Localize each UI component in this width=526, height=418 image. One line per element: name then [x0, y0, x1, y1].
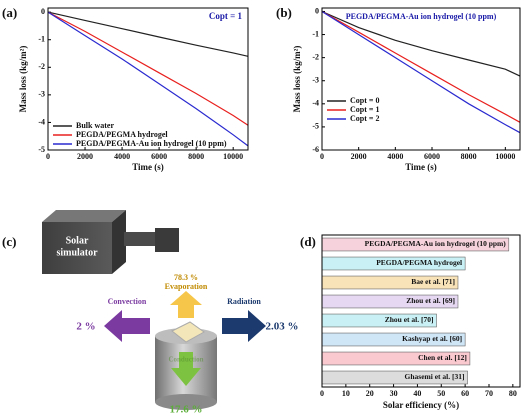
x-tick-label: 0	[320, 152, 324, 161]
x-tick-label: 2000	[77, 152, 93, 161]
y-axis-title: Mass loss (kg/m²)	[18, 46, 28, 113]
radiation-value: 2.03 %	[266, 321, 299, 333]
convection-arrow	[104, 310, 150, 342]
y-tick-label: -2	[312, 52, 319, 61]
conduction-arrow	[171, 352, 201, 386]
evaporation-arrow	[170, 291, 202, 318]
radiation-label: Radiation	[227, 297, 261, 306]
y-tick-label: -1	[38, 35, 45, 44]
bar-label: Ghasemi et al. [31]	[405, 372, 465, 381]
conduction-label: Conduction	[168, 356, 203, 364]
legend-label: Copt = 1	[350, 105, 379, 114]
x-tick-label: 10000	[223, 152, 243, 161]
y-tick-label: -4	[38, 117, 45, 126]
legend-label: PEGDA/PEGMA-Au ion hydrogel (10 ppm)	[76, 139, 227, 148]
x-tick-label: 10000	[495, 152, 515, 161]
convection-label: Convection	[108, 297, 147, 306]
panel-label: (c)	[2, 234, 16, 249]
source-label: simulator	[56, 247, 98, 258]
y-tick-label: -3	[312, 76, 319, 85]
series-line	[321, 10, 521, 134]
bar-label: PEGDA/PEGMA hydrogel	[376, 258, 462, 267]
source-label: Solar	[66, 235, 89, 246]
panel-label: (b)	[276, 5, 292, 20]
bar-label: Zhou et al. [69]	[406, 296, 455, 305]
x-axis-title: Time (s)	[132, 162, 164, 172]
y-tick-label: -4	[312, 99, 319, 108]
connector	[124, 232, 158, 246]
x-tick-label: 80	[509, 389, 517, 398]
chart-title: PEGDA/PEGMA-Au ion hydrogel (10 ppm)	[346, 12, 497, 21]
y-tick-label: -2	[38, 62, 45, 71]
bar-label: Bae et al. [71]	[411, 277, 455, 286]
cylinder-base	[155, 394, 217, 410]
x-tick-label: 60	[461, 389, 469, 398]
diagram: (c) Solar simulator 78.3 % Evaporation C…	[2, 210, 299, 416]
plot-frame	[47, 7, 249, 151]
bar-label: Chen et al. [12]	[418, 353, 467, 362]
legend-label: PEGDA/PEGMA hydrogel	[76, 130, 168, 139]
x-axis-title: Solar efficiency (%)	[383, 400, 459, 410]
x-tick-label: 4000	[387, 152, 403, 161]
x-tick-label: 8000	[461, 152, 477, 161]
series-line	[47, 11, 249, 147]
plot-frame	[321, 234, 521, 388]
box-top	[42, 210, 126, 222]
series-line	[321, 10, 521, 123]
bar-label: PEGDA/PEGMA-Au ion hydrogel (10 ppm)	[365, 239, 507, 248]
y-tick-label: -3	[38, 90, 45, 99]
x-tick-label: 8000	[188, 152, 204, 161]
evaporation-label: Evaporation	[165, 282, 208, 291]
panel-label: (a)	[2, 5, 17, 20]
x-tick-label: 30	[390, 389, 398, 398]
bar-label: Zhou et al. [70]	[385, 315, 434, 324]
evaporation-value: 78.3 %	[174, 273, 198, 282]
y-tick-label: -6	[312, 145, 319, 154]
x-tick-label: 50	[437, 389, 445, 398]
x-tick-label: 10	[342, 389, 350, 398]
x-axis-title: Time (s)	[405, 162, 437, 172]
x-tick-label: 70	[485, 389, 493, 398]
x-tick-label: 20	[366, 389, 374, 398]
series-line	[47, 11, 249, 57]
x-tick-label: 2000	[351, 152, 367, 161]
series-line	[47, 11, 249, 126]
series-line	[321, 10, 521, 77]
annotation: Copt = 1	[209, 11, 243, 21]
panel-label: (d)	[300, 234, 316, 249]
legend-label: Copt = 2	[350, 114, 379, 123]
x-tick-label: 4000	[114, 152, 130, 161]
x-tick-label: 40	[413, 389, 421, 398]
y-tick-label: 0	[41, 7, 45, 16]
x-tick-label: 0	[320, 389, 324, 398]
plot-frame	[321, 7, 521, 151]
sample	[171, 321, 205, 343]
legend-label: Copt = 0	[350, 96, 379, 105]
x-tick-label: 6000	[424, 152, 440, 161]
y-axis-title: Mass loss (kg/m²)	[292, 46, 302, 113]
box-side	[112, 210, 126, 274]
x-tick-label: 6000	[151, 152, 167, 161]
y-tick-label: -5	[38, 145, 45, 154]
radiation-arrow	[222, 310, 266, 342]
y-tick-label: 0	[315, 6, 319, 15]
convection-value: 2 %	[76, 321, 95, 333]
legend-label: Bulk water	[76, 121, 114, 130]
y-tick-label: -5	[312, 122, 319, 131]
bar-label: Kashyap et al. [60]	[402, 334, 462, 343]
box-front	[42, 222, 112, 274]
lamp	[155, 228, 179, 252]
x-tick-label: 0	[46, 152, 50, 161]
y-tick-label: -1	[312, 29, 319, 38]
conduction-value: 17.6 %	[170, 404, 203, 416]
